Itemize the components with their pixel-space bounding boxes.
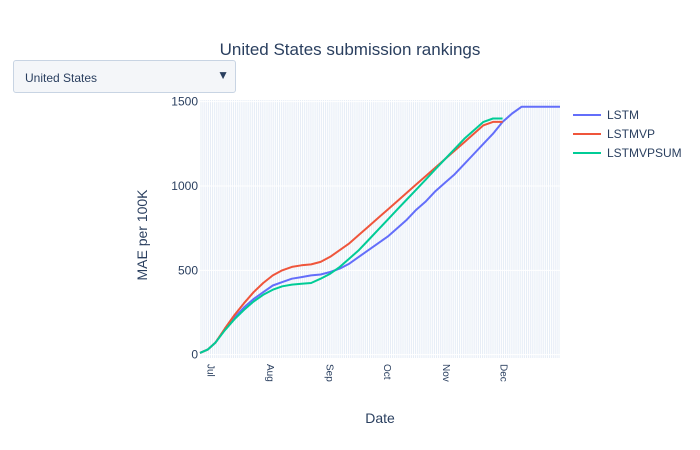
- legend-label: LSTMVP: [607, 127, 655, 141]
- chevron-down-icon[interactable]: ▼: [217, 68, 229, 82]
- x-axis-title: Date: [365, 410, 395, 426]
- country-dropdown[interactable]: United States ▼: [13, 60, 236, 93]
- series-line-lstmvpsum: [199, 117, 503, 354]
- dropdown-selected-value: United States: [25, 71, 98, 85]
- series-line-lstm: [199, 105, 560, 354]
- legend-label: LSTM: [607, 108, 639, 122]
- x-axis-ticks: Jul Aug Sep Oct Nov Dec: [205, 364, 509, 382]
- y-axis-title: MAE per 100K: [134, 189, 150, 281]
- y-tick-label: 0: [191, 348, 198, 362]
- y-tick-label: 1000: [171, 179, 198, 193]
- x-tick-label: Aug: [264, 364, 275, 382]
- x-tick-label: Dec: [498, 364, 509, 382]
- x-tick-label: Sep: [323, 364, 334, 382]
- chart-title: United States submission rankings: [219, 40, 481, 59]
- y-tick-label: 500: [178, 263, 198, 277]
- series-lines: [199, 105, 560, 354]
- grid: [199, 100, 561, 358]
- x-tick-label: Nov: [440, 364, 451, 382]
- y-axis-ticks: 0 500 1000 1500: [171, 95, 198, 362]
- legend-label: LSTMVPSUM: [607, 146, 682, 160]
- x-tick-label: Jul: [205, 364, 216, 377]
- y-tick-label: 1500: [171, 95, 198, 109]
- legend: LSTM LSTMVP LSTMVPSUM: [573, 108, 682, 160]
- x-tick-label: Oct: [381, 364, 392, 380]
